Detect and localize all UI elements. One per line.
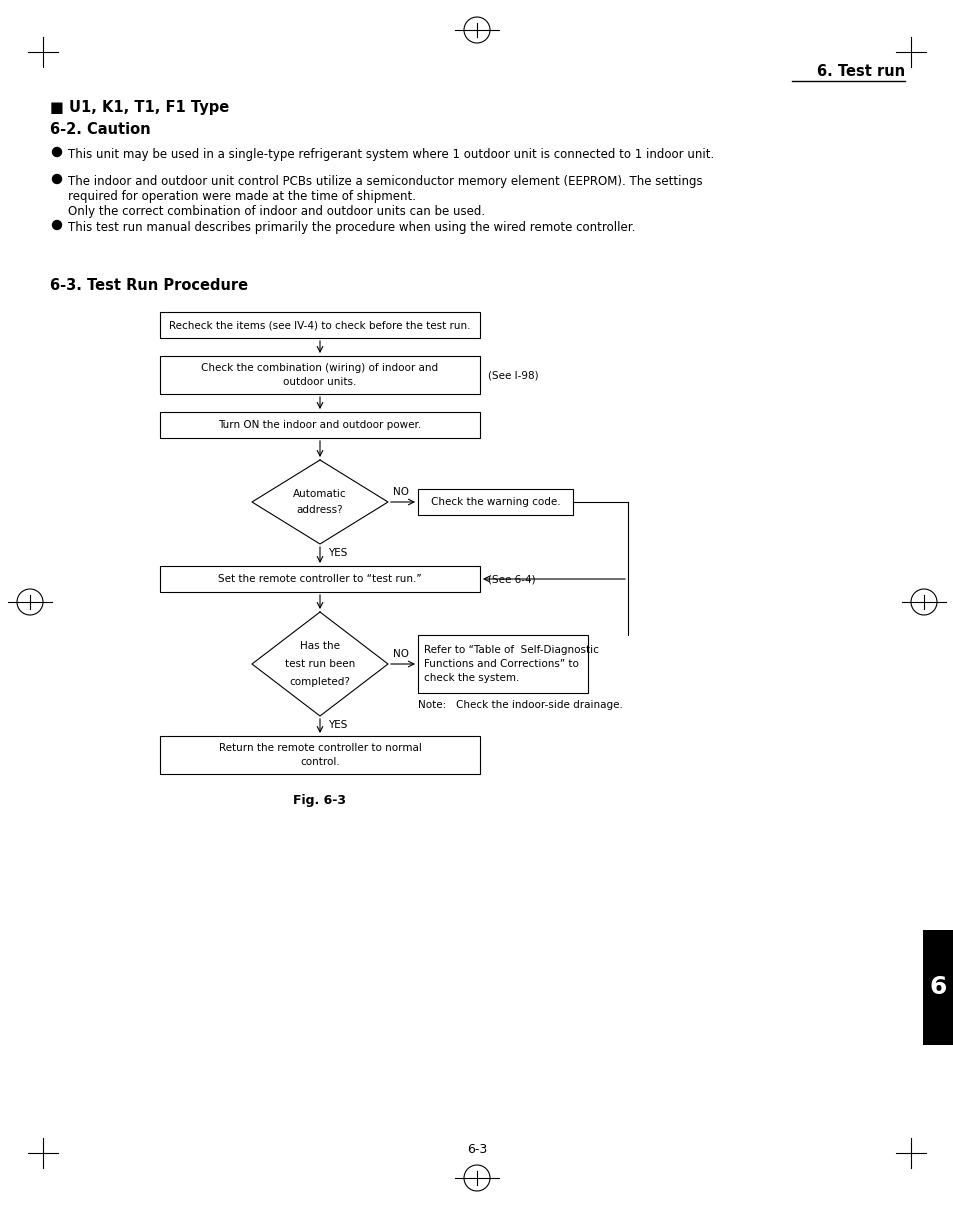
Circle shape bbox=[52, 175, 61, 183]
Bar bbox=[160, 412, 479, 437]
Text: NO: NO bbox=[393, 487, 409, 496]
Bar bbox=[160, 566, 479, 592]
Text: control.: control. bbox=[300, 757, 339, 768]
Text: Has the: Has the bbox=[299, 641, 339, 651]
Text: address?: address? bbox=[296, 505, 343, 515]
Text: test run been: test run been bbox=[285, 659, 355, 669]
Text: Turn ON the indoor and outdoor power.: Turn ON the indoor and outdoor power. bbox=[218, 421, 421, 430]
Bar bbox=[160, 355, 479, 394]
Text: Fig. 6-3: Fig. 6-3 bbox=[294, 794, 346, 807]
Circle shape bbox=[52, 221, 61, 229]
Text: 6-3. Test Run Procedure: 6-3. Test Run Procedure bbox=[50, 278, 248, 293]
Text: Check the combination (wiring) of indoor and: Check the combination (wiring) of indoor… bbox=[201, 363, 438, 374]
Bar bbox=[160, 312, 479, 337]
Text: This test run manual describes primarily the procedure when using the wired remo: This test run manual describes primarily… bbox=[68, 221, 635, 234]
Text: ■ U1, K1, T1, F1 Type: ■ U1, K1, T1, F1 Type bbox=[50, 100, 229, 114]
Text: This unit may be used in a single-type refrigerant system where 1 outdoor unit i: This unit may be used in a single-type r… bbox=[68, 148, 714, 161]
Bar bbox=[160, 736, 479, 774]
Text: 6: 6 bbox=[929, 976, 946, 999]
Text: completed?: completed? bbox=[290, 677, 350, 687]
Text: YES: YES bbox=[328, 548, 347, 558]
Bar bbox=[923, 930, 953, 1045]
Text: 6-3: 6-3 bbox=[466, 1144, 487, 1156]
Text: Return the remote controller to normal: Return the remote controller to normal bbox=[218, 743, 421, 753]
Text: Refer to “Table of  Self-Diagnostic: Refer to “Table of Self-Diagnostic bbox=[423, 645, 598, 656]
Text: Automatic: Automatic bbox=[293, 489, 347, 499]
Text: outdoor units.: outdoor units. bbox=[283, 377, 356, 387]
Text: YES: YES bbox=[328, 721, 347, 730]
Text: Note:   Check the indoor-side drainage.: Note: Check the indoor-side drainage. bbox=[417, 700, 622, 710]
Text: (See 6-4): (See 6-4) bbox=[488, 574, 535, 584]
Circle shape bbox=[52, 147, 61, 157]
Text: Functions and Corrections” to: Functions and Corrections” to bbox=[423, 659, 578, 669]
Text: check the system.: check the system. bbox=[423, 674, 518, 683]
Text: 6-2. Caution: 6-2. Caution bbox=[50, 122, 151, 137]
Text: required for operation were made at the time of shipment.: required for operation were made at the … bbox=[68, 190, 416, 202]
Text: (See I-98): (See I-98) bbox=[488, 370, 538, 380]
Text: Check the warning code.: Check the warning code. bbox=[430, 496, 559, 507]
Bar bbox=[417, 635, 587, 693]
Bar bbox=[417, 489, 573, 515]
Text: The indoor and outdoor unit control PCBs utilize a semiconductor memory element : The indoor and outdoor unit control PCBs… bbox=[68, 175, 702, 188]
Text: 6. Test run: 6. Test run bbox=[816, 64, 904, 80]
Text: Recheck the items (see IV-4) to check before the test run.: Recheck the items (see IV-4) to check be… bbox=[169, 321, 470, 330]
Text: NO: NO bbox=[393, 649, 409, 659]
Text: Set the remote controller to “test run.”: Set the remote controller to “test run.” bbox=[218, 574, 421, 584]
Text: Only the correct combination of indoor and outdoor units can be used.: Only the correct combination of indoor a… bbox=[68, 205, 485, 218]
